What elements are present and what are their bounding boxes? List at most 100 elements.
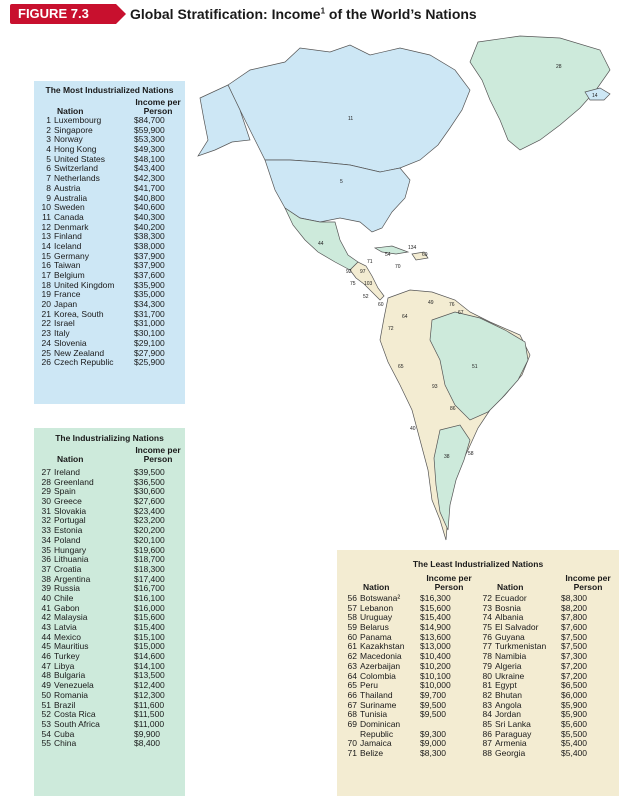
nation-income: $15,600 bbox=[134, 612, 165, 623]
nation-name: Namibia bbox=[495, 652, 527, 662]
nation-name: Albania bbox=[495, 613, 524, 623]
nation-income: $37,600 bbox=[134, 270, 165, 280]
table-row: 62 Macedonia $10,400 bbox=[343, 651, 478, 662]
map-label: 28 bbox=[556, 64, 562, 70]
nation-income: $48,100 bbox=[134, 153, 165, 164]
nation-name: Germany bbox=[54, 251, 89, 261]
nation-rank: 27 bbox=[41, 467, 51, 477]
col-income-header: Income per Person bbox=[135, 445, 181, 464]
nation-rank: 72 bbox=[482, 593, 492, 603]
nation-income: $15,600 bbox=[420, 602, 451, 613]
nation-income: $9,300 bbox=[420, 728, 446, 739]
nation-rank: 63 bbox=[347, 660, 357, 671]
nation-name: Portugal bbox=[54, 516, 86, 526]
nation-income: $5,600 bbox=[561, 718, 587, 729]
table-row: 33 Estonia $20,200 bbox=[37, 525, 182, 536]
nation-income: $7,200 bbox=[561, 670, 587, 681]
nation-rank: 9 bbox=[46, 192, 51, 203]
nation-income: $6,000 bbox=[561, 689, 587, 700]
nation-income: $9,500 bbox=[420, 699, 446, 710]
nation-name: Turkey bbox=[54, 652, 80, 662]
nation-name: Singapore bbox=[54, 125, 93, 135]
col-nation-header: Nation bbox=[57, 454, 84, 464]
table-row: 47 Libya $14,100 bbox=[37, 661, 182, 672]
nation-rank: 21 bbox=[41, 308, 51, 319]
nation-rank: 43 bbox=[41, 622, 51, 632]
nation-income: $37,900 bbox=[134, 260, 165, 271]
central-america-shape bbox=[349, 261, 385, 301]
map-label: 14 bbox=[592, 93, 598, 99]
nation-rank: 65 bbox=[347, 680, 357, 691]
nation-rank: 22 bbox=[41, 318, 51, 329]
table-row: 63 Azerbaijan $10,200 bbox=[343, 660, 478, 672]
panel-title: The Least Industrialized Nations bbox=[412, 559, 544, 569]
nation-income: $31,700 bbox=[134, 308, 165, 319]
map-label: 69 bbox=[422, 252, 428, 258]
map-label: 52 bbox=[363, 294, 369, 300]
table-row: 57 Lebanon $15,600 bbox=[343, 602, 478, 614]
table-row: 18 United Kingdom $35,900 bbox=[37, 280, 182, 291]
nation-name: Lithuania bbox=[54, 555, 89, 565]
nation-income: $5,400 bbox=[561, 738, 587, 749]
nation-name: El Salvador bbox=[495, 623, 539, 633]
nation-income: $42,300 bbox=[134, 173, 165, 184]
nation-income: $9,500 bbox=[420, 709, 446, 720]
map-label: 51 bbox=[472, 364, 478, 370]
table-row: 87 Armenia $5,400 bbox=[478, 739, 613, 749]
table-row: 3 Norway $53,300 bbox=[37, 135, 182, 145]
nation-income: $38,300 bbox=[134, 231, 165, 242]
col-income-header: Income per Person bbox=[426, 573, 472, 592]
table-row: 82 Bhutan $6,000 bbox=[478, 689, 613, 701]
nation-rank: 44 bbox=[41, 631, 51, 642]
table-row: 34 Poland $20,100 bbox=[37, 534, 182, 546]
industrializing-panel: The Industrializing Nations Nation Incom… bbox=[34, 428, 185, 796]
nation-name: Costa Rica bbox=[54, 710, 96, 720]
nation-name: Tunisia bbox=[360, 710, 388, 720]
nation-name: Japan bbox=[54, 300, 78, 310]
nation-name: Sri Lanka bbox=[495, 719, 531, 729]
nation-income: $7,300 bbox=[561, 651, 587, 662]
table-row: 79 Algeria $7,200 bbox=[478, 661, 613, 672]
nation-name: Kazakhstan bbox=[360, 642, 405, 652]
nation-income: $9,000 bbox=[420, 738, 446, 749]
nation-name: Luxembourg bbox=[54, 116, 102, 125]
nation-rank: 59 bbox=[347, 622, 357, 633]
nation-income: $25,900 bbox=[134, 357, 165, 368]
nation-income: $14,900 bbox=[420, 622, 451, 633]
nation-rank: 29 bbox=[41, 486, 51, 497]
nation-income: $15,400 bbox=[420, 612, 451, 623]
nation-income: $41,700 bbox=[134, 182, 165, 193]
table-row: 76 Guyana $7,500 bbox=[478, 631, 613, 643]
map-label: 49 bbox=[428, 300, 434, 306]
table-row: 60 Panama $13,600 bbox=[343, 632, 478, 643]
panel-header: Nation Income per Person bbox=[37, 98, 182, 117]
nation-rank: 69 bbox=[347, 718, 357, 729]
nation-income: $7,500 bbox=[561, 631, 587, 642]
nation-income: $11,600 bbox=[134, 699, 165, 710]
table-row: 11 Canada $40,300 bbox=[37, 211, 182, 223]
nation-rank: 8 bbox=[46, 182, 51, 193]
table-row: 38 Argentina $17,400 bbox=[37, 574, 182, 585]
table-row: 25 New Zealand $27,900 bbox=[37, 348, 182, 359]
nation-rank: 83 bbox=[482, 699, 492, 710]
table-row: 46 Turkey $14,600 bbox=[37, 651, 182, 662]
nation-rank: 54 bbox=[41, 728, 51, 739]
table-row: 19 France $35,000 bbox=[37, 290, 182, 300]
table-row: 69 Dominican bbox=[343, 718, 478, 730]
nation-income: $40,300 bbox=[134, 211, 165, 222]
nation-name: France bbox=[54, 290, 81, 300]
nation-name: Latvia bbox=[54, 623, 77, 632]
table-row: 17 Belgium $37,600 bbox=[37, 270, 182, 281]
nation-name: Uruguay bbox=[360, 613, 393, 623]
table-row: 5 United States $48,100 bbox=[37, 153, 182, 165]
table-row: 74 Albania $7,800 bbox=[478, 613, 613, 623]
nation-name: Greece bbox=[54, 497, 82, 507]
table-row: 83 Angola $5,900 bbox=[478, 699, 613, 711]
map-label: 76 bbox=[449, 302, 455, 308]
nation-income: $6,500 bbox=[561, 680, 587, 691]
nation-name: Republic bbox=[360, 729, 394, 739]
nation-rank: 34 bbox=[41, 534, 51, 545]
nation-rank: 42 bbox=[41, 612, 51, 623]
map-label: 64 bbox=[402, 314, 408, 320]
nation-name: Mauritius bbox=[54, 642, 89, 652]
